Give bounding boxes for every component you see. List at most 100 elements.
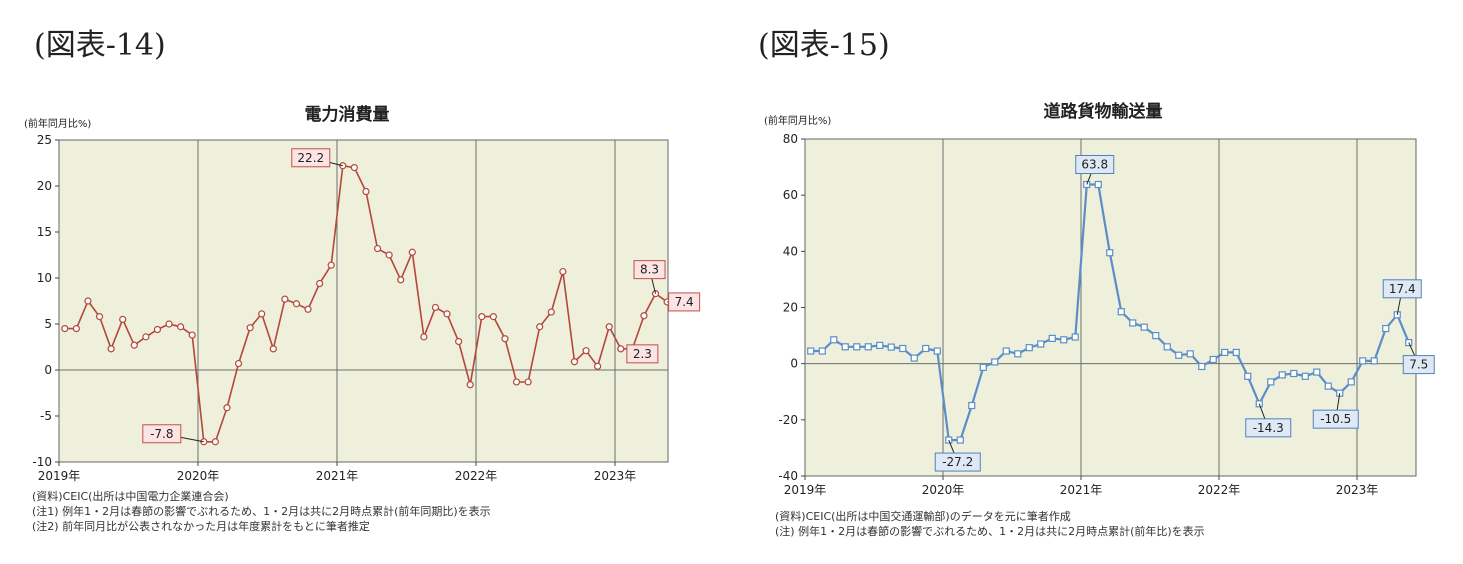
data-point	[246, 324, 254, 332]
annotation-box	[1402, 355, 1435, 375]
annotation-box	[291, 148, 331, 168]
y-tick-label: 20	[37, 179, 52, 193]
data-point	[910, 354, 918, 362]
annotation-label: 22.2	[297, 151, 324, 165]
data-point	[1324, 382, 1332, 390]
data-point	[95, 313, 104, 321]
data-point	[327, 261, 335, 269]
y-axis-unit-label: (前年同月比%)	[24, 117, 91, 130]
data-point	[350, 164, 358, 172]
data-point	[1382, 324, 1390, 333]
data-point	[223, 404, 231, 412]
data-point	[165, 320, 173, 328]
data-point	[1221, 348, 1229, 357]
data-point	[864, 343, 872, 351]
data-point	[316, 279, 324, 288]
y-tick-label: 10	[37, 271, 52, 285]
data-point	[933, 347, 941, 355]
data-point	[455, 337, 463, 346]
data-point	[420, 333, 428, 341]
data-point	[130, 341, 138, 349]
data-point	[1014, 350, 1022, 358]
data-point	[1198, 362, 1206, 371]
x-tick-label: 2019年	[38, 469, 81, 483]
data-point	[1301, 372, 1309, 380]
data-point	[594, 362, 602, 370]
x-tick-label: 2020年	[922, 483, 965, 497]
x-tick-label: 2022年	[1198, 483, 1241, 497]
data-point	[1163, 343, 1171, 351]
data-point	[899, 344, 907, 353]
data-point	[818, 347, 826, 355]
data-point	[1370, 357, 1378, 365]
annotation-box	[1075, 154, 1115, 174]
annotation-label: -10.5	[1320, 412, 1351, 426]
annotation-label: -14.3	[1253, 421, 1284, 435]
x-tick-label: 2020年	[177, 469, 220, 483]
data-point	[1313, 368, 1321, 376]
data-point	[1037, 340, 1045, 348]
data-point	[1290, 369, 1298, 378]
data-point	[211, 438, 219, 446]
annotation-label: -7.8	[150, 427, 173, 441]
data-point	[1244, 372, 1252, 380]
data-point	[1175, 351, 1183, 359]
y-tick-label: 5	[44, 317, 52, 331]
data-point	[956, 436, 964, 444]
data-point	[84, 297, 92, 305]
chart-electricity-consumption: 電力消費量 (前年同月比%) -10 -5 0 5 10 15 20 25 2019年 2020年 20…	[24, 104, 701, 533]
data-point	[478, 313, 486, 321]
data-point	[1048, 334, 1056, 342]
data-point	[979, 363, 987, 371]
data-point	[1359, 357, 1367, 365]
data-point	[536, 323, 544, 331]
data-point	[443, 310, 451, 318]
data-point	[853, 343, 861, 351]
annotation-label: -27.2	[942, 455, 973, 469]
data-point	[807, 347, 815, 355]
data-point	[153, 325, 162, 334]
data-point	[1094, 180, 1102, 189]
data-point	[1152, 331, 1160, 340]
data-point	[1129, 319, 1137, 327]
data-point	[512, 378, 521, 386]
data-point	[408, 248, 416, 256]
figure-label-15: (図表-15)	[758, 28, 890, 63]
data-point	[1117, 308, 1125, 316]
annotation-box	[626, 344, 659, 364]
data-point	[292, 300, 301, 308]
annotation-label: 17.4	[1389, 282, 1416, 296]
annotation-label: 2.3	[633, 347, 652, 361]
y-tick-label: 40	[783, 244, 798, 258]
y-tick-label: 60	[783, 188, 798, 202]
y-tick-label: 0	[44, 363, 52, 377]
data-point	[582, 347, 590, 355]
data-point	[385, 251, 393, 259]
data-point	[605, 323, 613, 331]
x-tick-label: 2022年	[455, 469, 498, 483]
annotation-label: 7.4	[675, 295, 694, 309]
data-point	[1278, 371, 1286, 379]
annotation-box	[668, 292, 701, 312]
data-point	[617, 345, 625, 353]
data-point	[524, 378, 532, 386]
data-point	[841, 343, 849, 351]
data-point	[876, 341, 884, 350]
x-tick-label: 2019年	[784, 483, 827, 497]
x-tick-label: 2023年	[594, 469, 637, 483]
chart-title: 道路貨物輸送量	[1044, 101, 1163, 122]
data-point	[1267, 378, 1275, 386]
data-point	[1209, 355, 1217, 364]
data-point	[501, 335, 509, 343]
annotation-box	[1312, 409, 1359, 429]
annotation-label: 63.8	[1081, 157, 1108, 171]
data-point	[107, 345, 115, 353]
source-note: (資料)CEIC(出所は中国電力企業連合会)	[32, 489, 229, 503]
data-point	[1232, 348, 1240, 357]
data-point	[1071, 333, 1079, 341]
y-tick-label: 25	[37, 133, 52, 147]
data-point	[466, 381, 474, 389]
figure-label-14: (図表-14)	[34, 28, 166, 63]
data-point	[119, 315, 127, 323]
